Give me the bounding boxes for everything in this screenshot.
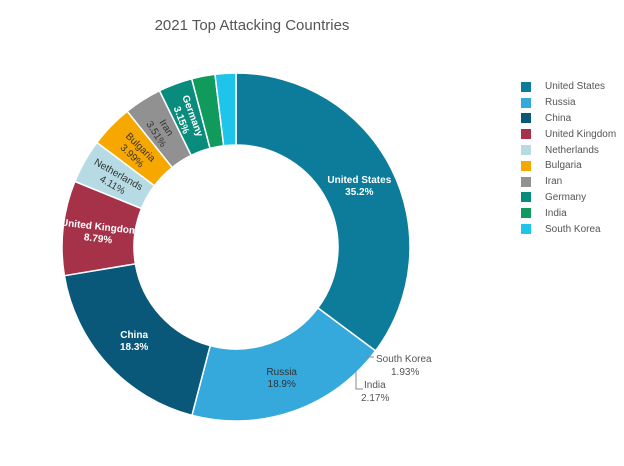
slice-united-states[interactable]	[235, 72, 411, 352]
label-name: Russia	[266, 367, 297, 378]
legend-swatch	[521, 145, 531, 156]
legend-label: India	[545, 207, 567, 219]
label-name: China	[120, 330, 148, 341]
label-value: 18.9%	[268, 379, 296, 390]
slice-china[interactable]	[63, 262, 212, 417]
legend-item-china[interactable]: China	[521, 111, 616, 127]
legend-label: Russia	[545, 97, 576, 109]
legend-label: United States	[545, 81, 606, 93]
legend-item-united-kingdom[interactable]: United Kingdom	[521, 126, 616, 142]
legend-item-iran[interactable]: Iran	[521, 174, 616, 190]
legend-swatch	[521, 224, 531, 235]
legend-label: United Kingdom	[545, 128, 617, 140]
legend-item-netherlands[interactable]: Netherlands	[521, 142, 616, 158]
legend-swatch	[521, 113, 531, 124]
legend: United States Russia China United Kingdom Ne…	[521, 79, 616, 237]
legend-label: South Korea	[545, 223, 601, 235]
label-value: 8.79%	[83, 232, 113, 246]
legend-item-india[interactable]: India	[521, 205, 616, 221]
legend-item-bulgaria[interactable]: Bulgaria	[521, 158, 616, 174]
slice-south-korea[interactable]	[214, 72, 237, 147]
legend-item-south-korea[interactable]: South Korea	[521, 221, 616, 237]
chart-title: 2021 Top Attacking Countries	[154, 17, 350, 34]
label-value: 35.2%	[345, 187, 373, 198]
legend-swatch	[521, 129, 531, 140]
legend-label: Germany	[545, 191, 587, 203]
legend-swatch	[521, 192, 531, 203]
legend-item-russia[interactable]: Russia	[521, 95, 616, 111]
leader-line	[355, 371, 363, 390]
legend-item-germany[interactable]: Germany	[521, 190, 616, 206]
legend-label: Netherlands	[545, 144, 599, 156]
legend-swatch	[521, 81, 531, 92]
legend-item-united-states[interactable]: United States	[521, 79, 616, 95]
label-value: 18.3%	[120, 342, 148, 353]
legend-swatch	[521, 160, 531, 171]
legend-label: Bulgaria	[545, 160, 582, 172]
label-value: 2.17%	[361, 393, 389, 404]
label-name: United States	[327, 175, 391, 186]
data-label-south-korea: South Korea 1.93%	[366, 354, 432, 378]
label-name: South Korea	[376, 354, 432, 365]
data-label-india: India 2.17%	[355, 371, 389, 404]
label-value: 1.93%	[391, 367, 419, 378]
legend-swatch	[521, 97, 531, 108]
legend-label: China	[545, 112, 572, 124]
label-name: India	[364, 380, 386, 391]
legend-swatch	[521, 176, 531, 187]
legend-swatch	[521, 208, 531, 219]
legend-label: Iran	[545, 176, 563, 188]
